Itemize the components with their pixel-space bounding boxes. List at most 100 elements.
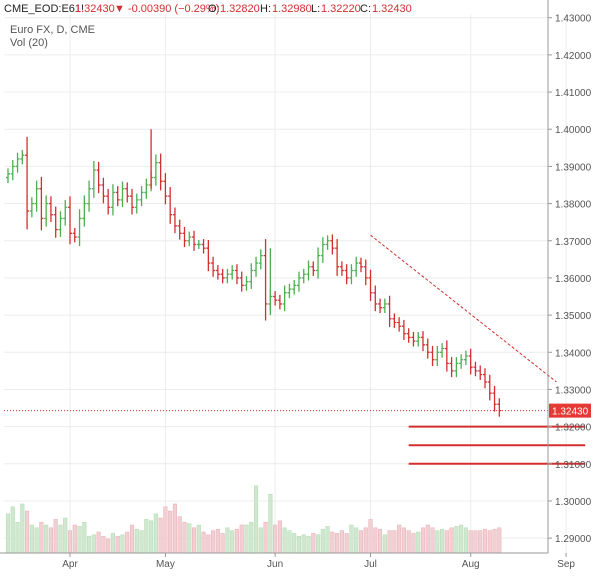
ohlc-bar xyxy=(211,256,216,277)
ohlc-bar xyxy=(239,271,244,292)
volume-bar xyxy=(320,528,325,554)
time-axis[interactable]: Apr May Jun Jul Aug Sep xyxy=(0,552,575,570)
volume-bar xyxy=(463,527,468,554)
volume-bar xyxy=(306,535,311,554)
volume-bar xyxy=(230,530,235,554)
ohlc-bar xyxy=(134,193,139,214)
ohlc-bar xyxy=(330,234,335,255)
time-tick-label: Aug xyxy=(462,559,480,570)
ohlc-bar xyxy=(68,196,73,245)
ohlc-bar xyxy=(196,240,201,249)
volume-bar xyxy=(44,524,49,554)
ohlc-bar xyxy=(449,357,454,378)
volume-bar xyxy=(354,527,359,554)
ohlc-bar xyxy=(53,206,58,238)
ohlc-bar xyxy=(425,338,430,359)
ohlc-bar xyxy=(77,209,82,247)
volume-bar xyxy=(253,485,259,554)
volume-bar xyxy=(101,535,106,554)
volume-bar xyxy=(349,524,354,554)
volume-bar xyxy=(25,510,30,554)
ohlc-bar xyxy=(82,195,87,227)
ohlc-bar xyxy=(125,182,130,203)
ohlc-bar xyxy=(115,186,120,207)
ohlc-bar xyxy=(177,219,182,240)
price-tick-label: 1.29000 xyxy=(555,534,592,545)
price-tick-label: 1.42000 xyxy=(555,51,592,62)
volume-bar xyxy=(435,530,440,554)
volume-bar xyxy=(382,534,387,554)
volume-bar xyxy=(339,530,344,554)
ohlc-bar xyxy=(101,177,106,204)
volume-bar xyxy=(249,521,254,554)
volume-bar xyxy=(387,530,392,554)
volume-bar xyxy=(82,521,87,554)
volume-bar xyxy=(468,530,473,554)
time-tick-label: Jul xyxy=(364,559,377,570)
ohlc-bar xyxy=(130,188,135,215)
volume-bar xyxy=(239,524,244,554)
volume-bar xyxy=(144,519,149,554)
ohlc-bar xyxy=(20,149,25,165)
ohlc-bar xyxy=(106,188,111,215)
ohlc-bar xyxy=(158,153,163,191)
volume-bar xyxy=(72,524,77,554)
ohlc-bar xyxy=(244,276,249,291)
header-high-label: H: xyxy=(260,3,271,15)
volume-bar xyxy=(263,521,268,554)
price-tick-label: 1.31000 xyxy=(555,460,592,471)
ohlc-bar xyxy=(416,332,421,347)
ohlc-bar xyxy=(168,187,173,224)
ohlc-bar xyxy=(48,196,53,222)
ohlc-bar xyxy=(58,211,63,237)
ohlc-bar xyxy=(301,268,306,284)
ohlc-bar xyxy=(201,239,206,254)
price-axis[interactable]: 1.43000 1.42000 1.41000 1.40000 1.39000 1.380… xyxy=(547,0,592,553)
trendline[interactable] xyxy=(370,234,557,383)
ohlc-bar xyxy=(72,227,77,243)
ohlc-bar xyxy=(144,178,149,199)
ohlc-bar xyxy=(392,313,397,328)
ohlc-bar xyxy=(430,345,435,367)
volume-bar xyxy=(392,530,397,554)
ohlc-bar xyxy=(10,160,15,181)
ohlc-bar xyxy=(401,319,406,341)
ohlc-bar xyxy=(306,260,311,281)
ohlc-bar xyxy=(96,161,101,194)
ohlc-bar xyxy=(91,161,96,198)
ohlc-bar xyxy=(444,340,449,372)
volume-bar xyxy=(277,520,282,554)
volume-bar xyxy=(444,530,449,554)
ohlc-bar xyxy=(382,298,387,314)
ohlc-bar xyxy=(296,271,301,292)
ohlc-bars xyxy=(6,129,502,417)
volume-bar xyxy=(311,533,316,554)
volume-bar xyxy=(482,528,488,554)
chart-header: CME_EOD:E61! 1.32430 ▼ -0.00390 (−0.29%)… xyxy=(4,3,412,49)
volume-bar xyxy=(330,531,335,554)
volume-bar xyxy=(497,527,502,554)
volume-bar xyxy=(292,533,297,554)
volume-bar xyxy=(39,521,44,554)
volume-bar xyxy=(206,534,211,554)
volume-bar xyxy=(459,524,464,554)
price-tick-label: 1.33000 xyxy=(555,385,592,396)
volume-bar xyxy=(10,506,15,554)
ohlc-bar xyxy=(411,332,416,347)
price-tick-label: 1.36000 xyxy=(555,274,592,285)
volume-bar xyxy=(244,524,249,554)
price-tick-label: 1.41000 xyxy=(555,88,592,99)
volume-bar xyxy=(211,530,216,554)
ohlc-bar xyxy=(277,294,282,310)
ohlc-bar xyxy=(110,184,115,216)
ohlc-bar xyxy=(287,283,292,299)
ohlc-bar xyxy=(406,328,411,343)
volume-bar xyxy=(425,524,430,554)
volume-bar xyxy=(325,526,330,554)
ohlc-bar xyxy=(15,152,20,173)
volume-bar xyxy=(335,533,340,554)
drawn-lines[interactable]: 1.32430 xyxy=(4,234,591,465)
volume-bar xyxy=(301,534,306,554)
price-tick-label: 1.40000 xyxy=(555,125,592,136)
